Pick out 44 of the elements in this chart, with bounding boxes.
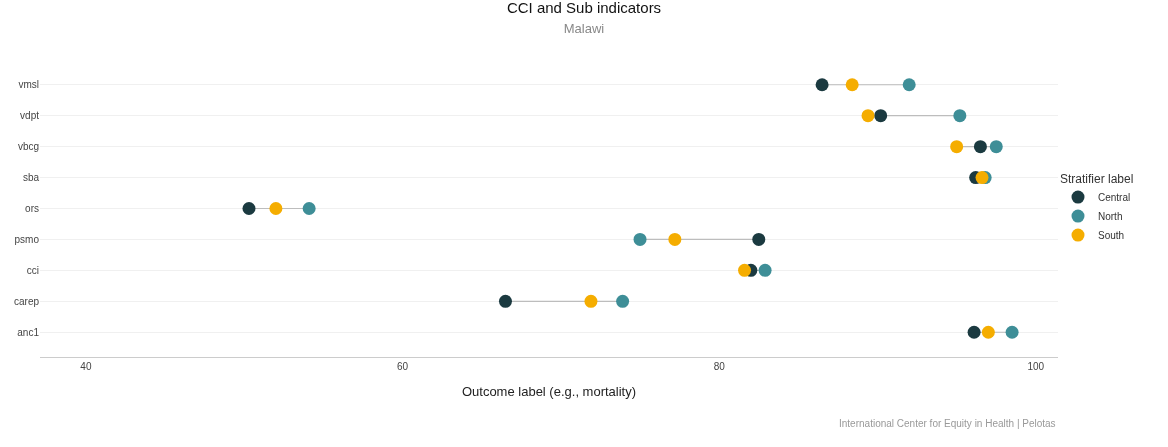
- text: International Center for Equity in Health | Pelotas: [839, 418, 1056, 429]
- point: [668, 232, 682, 246]
- point: [902, 78, 916, 92]
- point: [302, 202, 316, 215]
- point: [584, 294, 598, 308]
- chart-title: CCI and Sub indicators: [506, 0, 662, 17]
- y-tick-label: vdpt: [20, 110, 40, 122]
- point: [738, 263, 752, 277]
- point: [815, 78, 829, 92]
- y-tick-label: vmsl: [18, 79, 39, 91]
- point: [498, 294, 512, 308]
- x-tick-label: 60: [396, 361, 409, 372]
- y-tick-label: ors: [25, 203, 39, 214]
- y-tick-label: vbcg: [17, 141, 39, 153]
- y-tick-label: cci: [26, 264, 39, 276]
- point: [633, 232, 647, 246]
- point: [953, 109, 967, 123]
- legend-label: Central: [1098, 192, 1131, 203]
- legend-label: South: [1098, 230, 1125, 241]
- point: [269, 202, 283, 215]
- legend-label: North: [1098, 211, 1123, 222]
- point: [874, 109, 888, 123]
- x-tick-label: 80: [713, 361, 726, 372]
- point: [758, 263, 772, 277]
- y-tick-label: psmo: [14, 233, 40, 245]
- point: [989, 140, 1003, 154]
- point: [845, 78, 859, 92]
- point: [973, 140, 987, 154]
- x-tick-label: 40: [80, 361, 92, 372]
- point: [1005, 325, 1019, 339]
- point: [967, 325, 981, 339]
- point: [752, 232, 766, 246]
- point: [981, 325, 995, 339]
- point: [950, 140, 964, 154]
- chart-subtitle: Malawi: [563, 20, 605, 36]
- x-axis-title: Outcome label (e.g., mortality): [461, 383, 637, 399]
- point: [242, 202, 256, 215]
- legend-title: Stratifier label: [1060, 171, 1134, 186]
- y-tick-label: sba: [22, 172, 40, 184]
- x-tick-label: 100: [1027, 361, 1045, 372]
- point: [861, 109, 875, 123]
- y-tick-label: carep: [13, 295, 40, 307]
- y-tick-label: anc1: [17, 326, 40, 338]
- point: [616, 294, 630, 308]
